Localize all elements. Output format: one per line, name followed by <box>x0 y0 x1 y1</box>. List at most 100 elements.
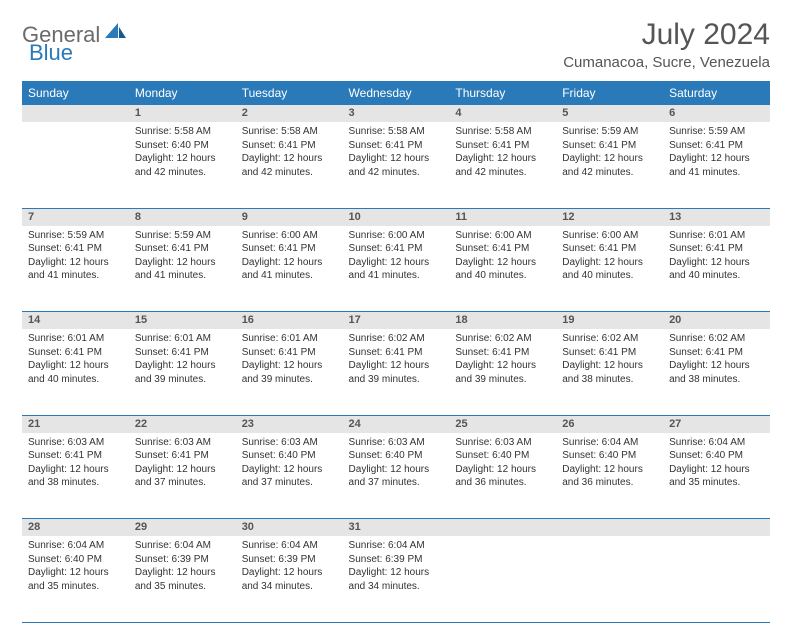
day-cell <box>556 536 663 622</box>
day-cell: Sunrise: 5:59 AMSunset: 6:41 PMDaylight:… <box>663 122 770 208</box>
day-number: 9 <box>236 209 343 226</box>
day-number: 21 <box>22 416 129 433</box>
daylight-line: Daylight: 12 hours and 39 minutes. <box>135 359 230 386</box>
day-cell: Sunrise: 6:04 AMSunset: 6:40 PMDaylight:… <box>663 433 770 519</box>
day-cell: Sunrise: 6:02 AMSunset: 6:41 PMDaylight:… <box>343 329 450 415</box>
day-cell-body: Sunrise: 6:04 AMSunset: 6:39 PMDaylight:… <box>129 536 236 596</box>
day-number: 29 <box>129 519 236 536</box>
sunrise-line: Sunrise: 6:04 AM <box>669 436 764 450</box>
day-cell-body: Sunrise: 6:03 AMSunset: 6:40 PMDaylight:… <box>236 433 343 493</box>
sunset-line: Sunset: 6:41 PM <box>28 346 123 360</box>
sunset-line: Sunset: 6:41 PM <box>135 346 230 360</box>
daylight-line: Daylight: 12 hours and 40 minutes. <box>28 359 123 386</box>
day-cell-body: Sunrise: 6:00 AMSunset: 6:41 PMDaylight:… <box>556 226 663 286</box>
day-cell <box>22 122 129 208</box>
day-cell: Sunrise: 5:59 AMSunset: 6:41 PMDaylight:… <box>556 122 663 208</box>
daylight-line: Daylight: 12 hours and 35 minutes. <box>28 566 123 593</box>
day-cell-body: Sunrise: 6:02 AMSunset: 6:41 PMDaylight:… <box>343 329 450 389</box>
sunrise-line: Sunrise: 6:04 AM <box>349 539 444 553</box>
sunrise-line: Sunrise: 6:02 AM <box>349 332 444 346</box>
sunrise-line: Sunrise: 6:02 AM <box>455 332 550 346</box>
sunset-line: Sunset: 6:41 PM <box>28 242 123 256</box>
sunrise-line: Sunrise: 5:59 AM <box>135 229 230 243</box>
sunrise-line: Sunrise: 6:01 AM <box>28 332 123 346</box>
day-cell-body: Sunrise: 6:04 AMSunset: 6:40 PMDaylight:… <box>556 433 663 493</box>
day-number: 20 <box>663 312 770 329</box>
sunset-line: Sunset: 6:40 PM <box>455 449 550 463</box>
day-number: 19 <box>556 312 663 329</box>
day-cell: Sunrise: 6:00 AMSunset: 6:41 PMDaylight:… <box>449 226 556 312</box>
sunrise-line: Sunrise: 6:03 AM <box>349 436 444 450</box>
daylight-line: Daylight: 12 hours and 41 minutes. <box>242 256 337 283</box>
day-number: 11 <box>449 209 556 226</box>
week-row: Sunrise: 6:04 AMSunset: 6:40 PMDaylight:… <box>22 536 770 622</box>
day-number: 22 <box>129 416 236 433</box>
sunrise-line: Sunrise: 5:58 AM <box>135 125 230 139</box>
sunrise-line: Sunrise: 6:03 AM <box>455 436 550 450</box>
day-cell-body: Sunrise: 6:03 AMSunset: 6:40 PMDaylight:… <box>343 433 450 493</box>
sunset-line: Sunset: 6:40 PM <box>242 449 337 463</box>
week-row: Sunrise: 6:01 AMSunset: 6:41 PMDaylight:… <box>22 329 770 415</box>
day-cell: Sunrise: 6:02 AMSunset: 6:41 PMDaylight:… <box>449 329 556 415</box>
daylight-line: Daylight: 12 hours and 38 minutes. <box>669 359 764 386</box>
daynum-row: 21222324252627 <box>22 415 770 433</box>
daylight-line: Daylight: 12 hours and 42 minutes. <box>562 152 657 179</box>
sunset-line: Sunset: 6:41 PM <box>669 346 764 360</box>
sunset-line: Sunset: 6:41 PM <box>349 346 444 360</box>
sunrise-line: Sunrise: 5:59 AM <box>562 125 657 139</box>
day-cell: Sunrise: 6:01 AMSunset: 6:41 PMDaylight:… <box>236 329 343 415</box>
day-cell-body: Sunrise: 6:04 AMSunset: 6:40 PMDaylight:… <box>663 433 770 493</box>
day-cell-body: Sunrise: 6:03 AMSunset: 6:40 PMDaylight:… <box>449 433 556 493</box>
day-cell: Sunrise: 6:00 AMSunset: 6:41 PMDaylight:… <box>343 226 450 312</box>
daylight-line: Daylight: 12 hours and 41 minutes. <box>135 256 230 283</box>
day-cell-body: Sunrise: 6:01 AMSunset: 6:41 PMDaylight:… <box>22 329 129 389</box>
daylight-line: Daylight: 12 hours and 39 minutes. <box>455 359 550 386</box>
sunset-line: Sunset: 6:41 PM <box>135 449 230 463</box>
daylight-line: Daylight: 12 hours and 42 minutes. <box>242 152 337 179</box>
day-number: 15 <box>129 312 236 329</box>
month-title: July 2024 <box>563 18 770 52</box>
day-number: 26 <box>556 416 663 433</box>
sunrise-line: Sunrise: 5:58 AM <box>455 125 550 139</box>
day-cell-body: Sunrise: 6:04 AMSunset: 6:39 PMDaylight:… <box>236 536 343 596</box>
daylight-line: Daylight: 12 hours and 38 minutes. <box>562 359 657 386</box>
sunset-line: Sunset: 6:41 PM <box>455 242 550 256</box>
sunset-line: Sunset: 6:40 PM <box>349 449 444 463</box>
sunset-line: Sunset: 6:41 PM <box>135 242 230 256</box>
day-number: 12 <box>556 209 663 226</box>
day-number: 31 <box>343 519 450 536</box>
day-number: 7 <box>22 209 129 226</box>
day-cell-body: Sunrise: 5:59 AMSunset: 6:41 PMDaylight:… <box>129 226 236 286</box>
daylight-line: Daylight: 12 hours and 40 minutes. <box>562 256 657 283</box>
day-cell-body: Sunrise: 6:03 AMSunset: 6:41 PMDaylight:… <box>22 433 129 493</box>
day-cell-body: Sunrise: 5:58 AMSunset: 6:41 PMDaylight:… <box>343 122 450 182</box>
sunset-line: Sunset: 6:41 PM <box>455 346 550 360</box>
sunset-line: Sunset: 6:39 PM <box>349 553 444 567</box>
sunrise-line: Sunrise: 5:59 AM <box>28 229 123 243</box>
day-number: 13 <box>663 209 770 226</box>
day-number <box>449 519 556 536</box>
day-number: 18 <box>449 312 556 329</box>
weekday-header: Sunday <box>22 81 129 105</box>
day-cell <box>449 536 556 622</box>
day-cell: Sunrise: 5:58 AMSunset: 6:41 PMDaylight:… <box>449 122 556 208</box>
day-number: 10 <box>343 209 450 226</box>
daylight-line: Daylight: 12 hours and 36 minutes. <box>455 463 550 490</box>
sunset-line: Sunset: 6:41 PM <box>562 346 657 360</box>
sunrise-line: Sunrise: 6:04 AM <box>135 539 230 553</box>
sunset-line: Sunset: 6:41 PM <box>242 139 337 153</box>
day-cell-body: Sunrise: 5:58 AMSunset: 6:40 PMDaylight:… <box>129 122 236 182</box>
logo-sail-icon <box>105 23 127 46</box>
calendar-body: 123456Sunrise: 5:58 AMSunset: 6:40 PMDay… <box>22 105 770 622</box>
day-cell: Sunrise: 6:03 AMSunset: 6:41 PMDaylight:… <box>22 433 129 519</box>
daylight-line: Daylight: 12 hours and 37 minutes. <box>135 463 230 490</box>
day-cell-body: Sunrise: 6:04 AMSunset: 6:40 PMDaylight:… <box>22 536 129 596</box>
sunrise-line: Sunrise: 6:04 AM <box>242 539 337 553</box>
day-number: 25 <box>449 416 556 433</box>
weekday-header: Monday <box>129 81 236 105</box>
weekday-header: Thursday <box>449 81 556 105</box>
sunset-line: Sunset: 6:39 PM <box>135 553 230 567</box>
sunset-line: Sunset: 6:40 PM <box>669 449 764 463</box>
day-cell: Sunrise: 6:04 AMSunset: 6:40 PMDaylight:… <box>22 536 129 622</box>
day-cell: Sunrise: 5:58 AMSunset: 6:41 PMDaylight:… <box>343 122 450 208</box>
